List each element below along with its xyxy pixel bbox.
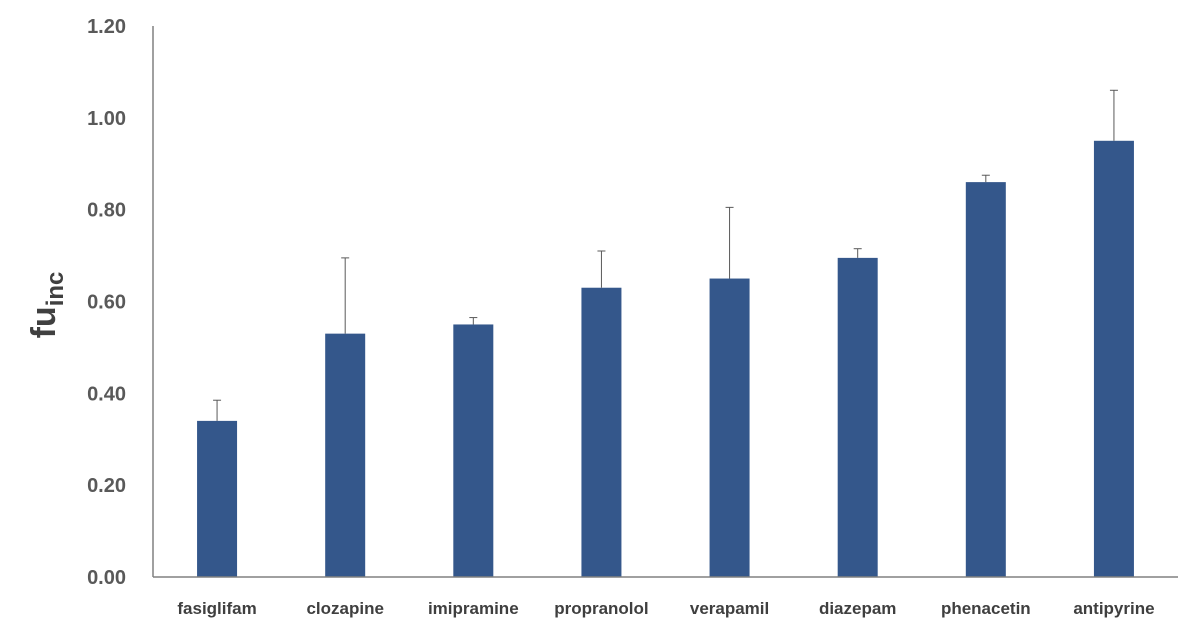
- y-tick-label: 1.20: [87, 16, 126, 38]
- y-tick-label: 0.20: [87, 475, 126, 497]
- bar: [453, 324, 494, 577]
- svg-text:fuinc: fuinc: [25, 272, 69, 339]
- error-bar: [341, 257, 350, 334]
- error-bar: [469, 317, 478, 325]
- error-bar: [853, 248, 862, 258]
- error-bar: [213, 399, 222, 421]
- error-bar: [981, 174, 990, 183]
- bar: [581, 287, 622, 577]
- x-tick-label: verapamil: [690, 599, 769, 618]
- y-tick-label: 1.00: [87, 108, 126, 130]
- x-axis-labels: fasiglifam clozapine imipramine propranolol…: [177, 599, 1154, 618]
- y-tick-label: 0.00: [87, 567, 126, 589]
- bars: [197, 140, 1134, 577]
- x-tick-label: antipyrine: [1073, 599, 1154, 618]
- y-axis-label-main: fu: [25, 306, 63, 338]
- error-bar: [597, 250, 606, 288]
- y-axis-ticks: 0.00 0.20 0.40 0.60 0.80 1.00 1.20: [87, 16, 126, 589]
- error-bar: [1109, 89, 1118, 141]
- bar: [325, 333, 366, 577]
- y-axis-label: fuinc: [25, 272, 69, 339]
- bar: [1093, 140, 1134, 577]
- y-tick-label: 0.40: [87, 383, 126, 405]
- error-bar: [725, 206, 734, 279]
- bar: [965, 182, 1006, 577]
- bar: [709, 278, 750, 577]
- x-tick-label: phenacetin: [941, 599, 1031, 618]
- x-tick-label: fasiglifam: [177, 599, 256, 618]
- y-tick-label: 0.60: [87, 292, 126, 314]
- error-bars: [213, 89, 1118, 421]
- bar: [197, 420, 238, 577]
- x-tick-label: clozapine: [306, 599, 383, 618]
- y-axis-label-subscript: inc: [42, 272, 69, 307]
- bar: [837, 257, 878, 577]
- y-tick-label: 0.80: [87, 200, 126, 222]
- x-tick-label: diazepam: [819, 599, 896, 618]
- x-tick-label: imipramine: [428, 599, 519, 618]
- x-tick-label: propranolol: [554, 599, 648, 618]
